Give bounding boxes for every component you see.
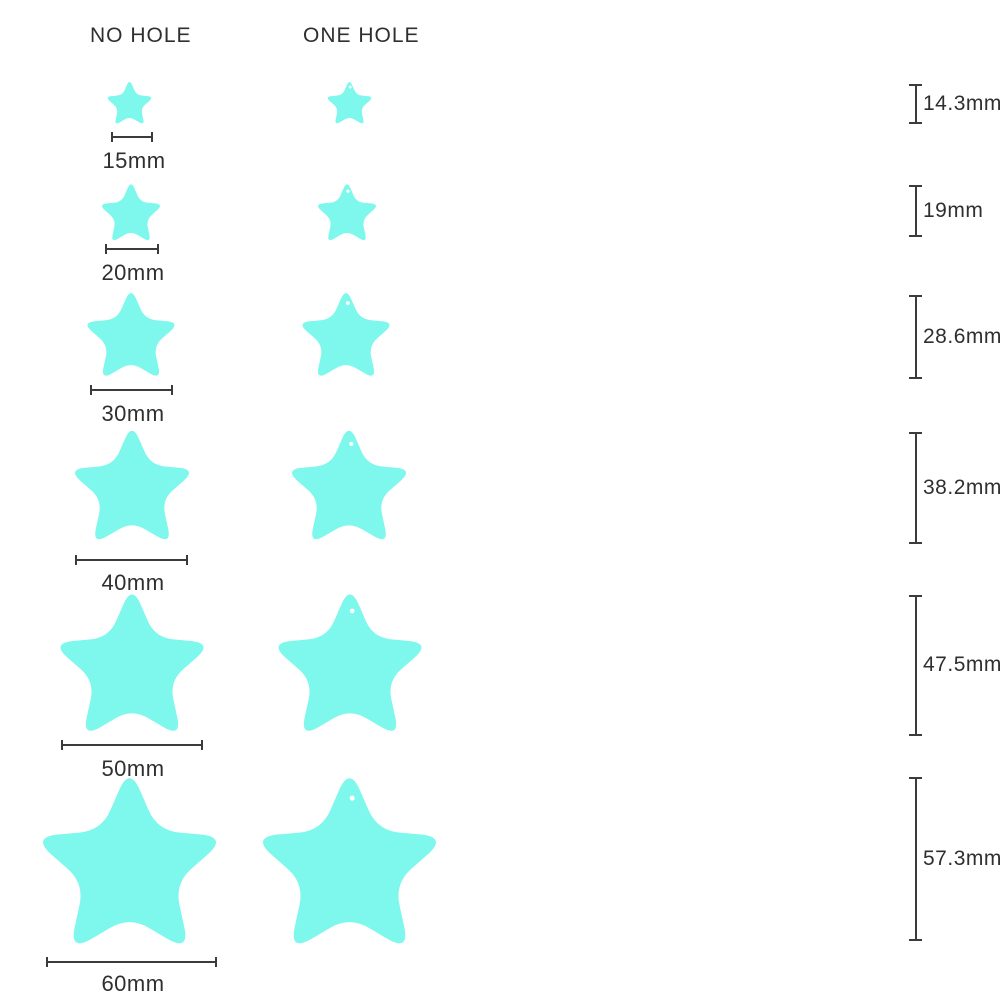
drill-hole <box>348 85 352 89</box>
star-no-hole-60mm <box>43 778 216 944</box>
drill-hole <box>349 795 355 801</box>
drill-hole <box>346 189 350 193</box>
width-measure-bar <box>90 385 173 395</box>
star-one-hole-15mm <box>327 82 372 124</box>
width-label: 60mm <box>101 971 165 996</box>
star-one-hole-50mm <box>278 594 422 731</box>
star-one-hole-20mm <box>318 184 376 241</box>
height-measure-bracket <box>909 777 922 941</box>
star-one-hole-60mm <box>263 778 436 944</box>
width-measure-bar <box>75 555 188 565</box>
width-label: 50mm <box>101 756 165 781</box>
height-label: 57.3mm <box>923 847 1001 870</box>
column-header-no-hole: NO HOLE <box>90 24 192 47</box>
width-measure-bar <box>111 132 153 142</box>
width-measure-bar <box>46 957 217 967</box>
column-header-one-hole: ONE HOLE <box>303 24 420 47</box>
width-measure-bar <box>61 740 203 750</box>
star-no-hole-50mm <box>60 594 204 731</box>
height-label: 38.2mm <box>923 476 1001 499</box>
height-label: 14.3mm <box>923 92 1001 115</box>
width-label: 40mm <box>101 570 165 595</box>
width-label: 20mm <box>101 260 165 285</box>
height-label: 47.5mm <box>923 653 1001 676</box>
star-no-hole-15mm <box>107 82 152 124</box>
height-measure-bracket <box>909 185 922 237</box>
width-label: 15mm <box>102 148 166 173</box>
width-label: 30mm <box>101 401 165 426</box>
drill-hole <box>349 608 355 614</box>
height-measure-bracket <box>909 84 922 124</box>
height-measure-bracket <box>909 432 922 544</box>
star-no-hole-30mm <box>87 293 175 376</box>
star-no-hole-20mm <box>102 184 160 241</box>
height-measure-bracket <box>909 295 922 379</box>
star-no-hole-40mm <box>74 430 190 540</box>
drill-hole <box>345 301 350 305</box>
star-one-hole-40mm <box>291 430 407 540</box>
drill-hole <box>349 441 354 447</box>
star-one-hole-30mm <box>302 293 390 376</box>
height-label: 19mm <box>923 199 984 222</box>
height-label: 28.6mm <box>923 325 1001 348</box>
width-measure-bar <box>105 244 159 254</box>
height-measure-bracket <box>909 595 922 736</box>
